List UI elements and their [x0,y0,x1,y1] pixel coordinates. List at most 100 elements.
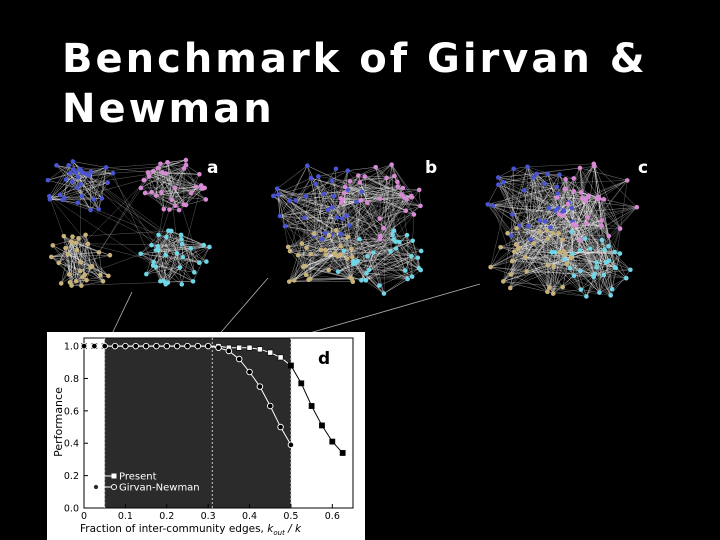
network-edge [49,171,91,200]
network-edge [105,167,159,250]
network-edge [51,252,99,258]
network-node [63,177,69,182]
network-edge [503,251,515,282]
series-point-girvan-newman [122,342,129,350]
network-edge [353,263,406,271]
network-node [393,246,399,251]
network-panel-c [485,161,640,299]
network-edge [512,166,528,215]
network-node [365,254,370,259]
series-point-girvan-newman [225,347,233,355]
network-node [75,174,81,180]
network-edge [156,209,170,251]
network-node [617,251,623,256]
network-edge [579,167,589,218]
y-tick-label: 0.8 [64,374,79,385]
network-node [74,247,80,253]
network-node [98,272,103,278]
network-edge [51,253,68,258]
network-edge [279,215,315,236]
network-node [178,232,184,238]
network-node [82,272,87,278]
network-edge [338,240,413,272]
zoom-guide-lines [109,277,481,339]
network-node [57,192,63,198]
network-edge [85,234,91,268]
network-edge [503,281,563,288]
network-node [56,260,62,266]
network-edge [158,234,207,262]
network-edge [611,180,628,290]
network-edge [49,196,154,266]
network-node [409,274,415,279]
network-edge [166,236,195,273]
network-node [531,241,536,246]
network-node [83,232,88,238]
network-edge [90,164,187,173]
network-node [634,204,640,210]
series-point-present [329,439,335,445]
network-edge [307,165,354,262]
network-edge [277,188,307,197]
chart-frame [83,337,354,509]
network-edge [507,166,595,234]
network-edge [397,181,412,198]
network-node [569,229,574,235]
network-node [560,209,566,215]
network-edge [65,248,104,282]
network-edge [303,217,305,267]
network-node [606,258,612,264]
network-node [158,278,163,284]
network-edge [346,215,384,229]
network-edge [146,244,204,275]
network-edge [168,230,177,254]
network-node [345,168,351,173]
network-edge [324,232,339,272]
network-node [77,166,82,172]
network-node [198,183,204,188]
network-edge [586,246,609,297]
network-edge [510,225,520,289]
network-edge [555,252,620,254]
network-edge [553,275,575,294]
network-node [594,265,599,270]
chart-x-axis-label-k: k [267,523,274,535]
network-edge [47,165,69,181]
x-tick-label: 0 [81,511,87,522]
network-node [522,188,527,193]
network-node [50,243,56,248]
network-edge [599,267,616,293]
network-edge [323,175,359,194]
network-edge [503,281,548,292]
network-node [366,267,372,273]
network-edge [515,174,560,245]
network-node [323,247,328,253]
network-edge [167,162,205,189]
network-edge [347,189,385,294]
network-edge [294,197,412,281]
network-node [569,205,575,211]
network-edge [276,165,308,189]
network-node [61,233,67,239]
network-edge [157,249,161,282]
network-edge [70,173,183,245]
network-node [100,278,106,284]
network-edge [539,213,559,232]
network-node [179,236,184,242]
network-node [599,237,605,243]
network-edge [167,162,181,268]
panel-c-label: c [638,158,649,178]
network-edge [181,239,207,262]
network-node [308,175,314,181]
network-edge [596,198,621,229]
network-edge [164,267,181,282]
network-node [105,180,110,186]
network-node [325,207,331,213]
network-node [326,233,332,238]
network-node [188,246,194,251]
network-edge [571,231,611,296]
network-edge [338,254,342,272]
network-edge [487,184,499,205]
network-edge [76,234,86,282]
legend-label: Present [119,472,157,483]
